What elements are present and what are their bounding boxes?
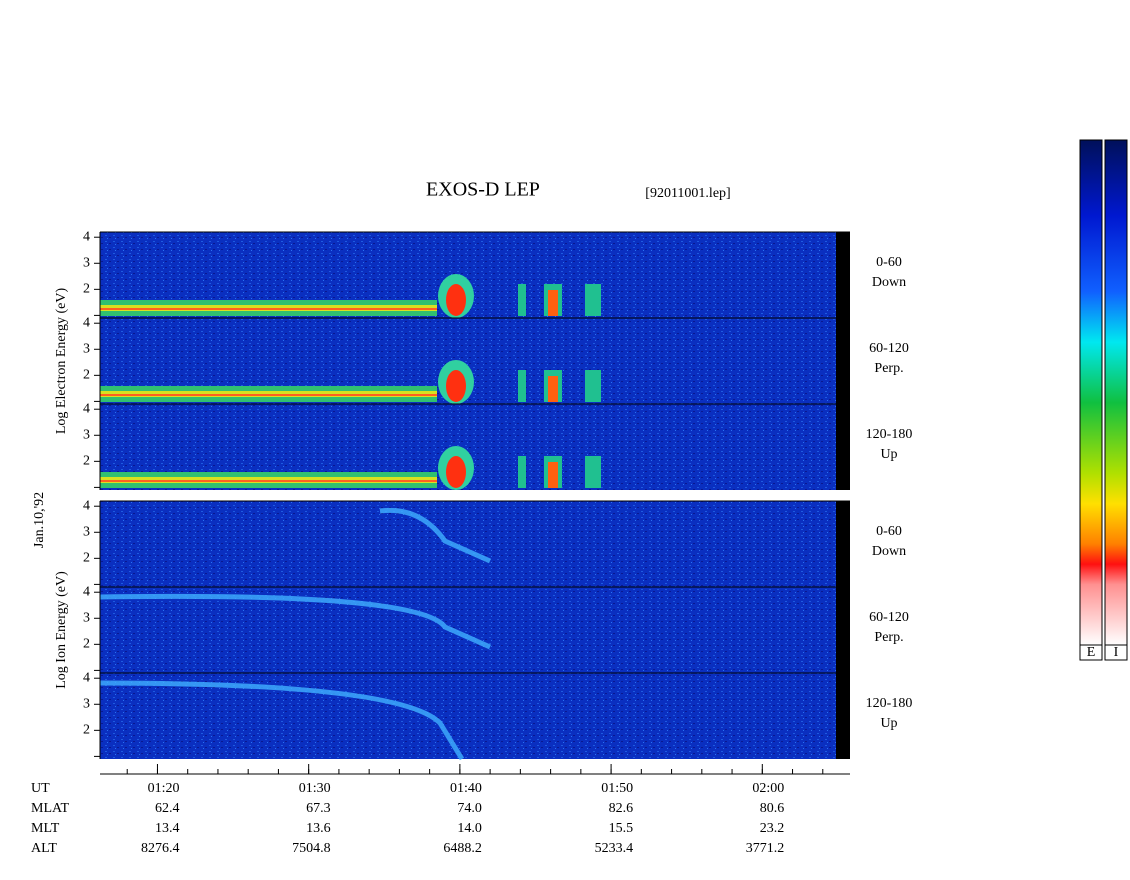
x-tick-label: 02:00 [752, 781, 784, 796]
spectrogram-burst [595, 370, 601, 402]
colorbar-label: I [1114, 645, 1119, 660]
ephemeris-value: 6488.2 [443, 841, 482, 856]
y-tick-label: 3 [83, 341, 90, 356]
panel-direction: Up [880, 716, 897, 731]
spectrogram-burst [548, 462, 558, 488]
colorbar [1079, 139, 1103, 646]
spectrogram-panel [100, 587, 850, 673]
spectrogram-band [100, 308, 437, 310]
y-tick-label: 3 [83, 255, 90, 270]
x-tick-label: 01:40 [450, 781, 482, 796]
spectrogram-panel [100, 501, 850, 587]
file-name: [92011001.lep] [645, 186, 730, 201]
panel-angle: 0-60 [876, 524, 902, 539]
colorbar-label: E [1087, 645, 1096, 660]
ephemeris-value: 8276.4 [141, 841, 180, 856]
ephemeris-value: 82.6 [609, 801, 634, 816]
spectrogram-burst [595, 456, 601, 488]
y-tick-label: 4 [83, 498, 90, 513]
panel-direction: Down [872, 275, 906, 290]
colorbar-label-box [1104, 644, 1128, 661]
no-data-strip [836, 318, 850, 404]
panel-direction: Perp. [874, 361, 903, 376]
ephemeris-value: 7504.8 [292, 841, 331, 856]
spectrogram-burst [585, 370, 595, 402]
spectrogram-burst [518, 370, 526, 402]
spectrogram-feature [379, 507, 492, 564]
ephemeris-value: 13.4 [155, 821, 180, 836]
y-tick-label: 2 [83, 282, 90, 297]
ephemeris-label: MLT [31, 821, 60, 836]
y-tick-label: 4 [83, 584, 90, 599]
y-tick-label: 2 [83, 551, 90, 566]
spectrogram-burst [595, 284, 601, 316]
y-tick-label: 2 [83, 723, 90, 738]
ephemeris-value: 15.5 [609, 821, 634, 836]
y-tick-label: 4 [83, 229, 90, 244]
spectrogram-burst [446, 456, 466, 488]
y-tick-label: 3 [83, 524, 90, 539]
y-tick-label: 3 [83, 610, 90, 625]
ephemeris-value: 13.6 [306, 821, 331, 836]
panel-angle: 120-180 [866, 427, 913, 442]
y-tick-label: 2 [83, 454, 90, 469]
ephemeris-value: 23.2 [760, 821, 785, 836]
spectrogram-feature [99, 593, 492, 650]
colorbar [1104, 139, 1128, 646]
spectrogram-burst [518, 284, 526, 316]
ephemeris-value: 14.0 [457, 821, 482, 836]
y-axis-label: Log Electron Energy (eV) [54, 288, 69, 435]
ephemeris-value: 62.4 [155, 801, 180, 816]
panel-direction: Up [880, 447, 897, 462]
spectrogram-band [100, 480, 437, 482]
y-tick-label: 4 [83, 315, 90, 330]
ephemeris-value: 5233.4 [595, 841, 634, 856]
spectrogram-burst [585, 456, 595, 488]
y-tick-label: 3 [83, 696, 90, 711]
no-data-strip [836, 673, 850, 759]
colorbar-label-box [1079, 644, 1103, 661]
spectrogram-feature [99, 680, 465, 761]
y-tick-label: 4 [83, 670, 90, 685]
no-data-strip [836, 232, 850, 318]
chart-title: EXOS-D LEP [426, 179, 540, 201]
panel-angle: 120-180 [866, 696, 913, 711]
y-tick-label: 3 [83, 427, 90, 442]
y-tick-label: 4 [83, 401, 90, 416]
date-label: Jan.10,'92 [32, 492, 47, 548]
panel-direction: Down [872, 544, 906, 559]
ephemeris-value: 74.0 [457, 801, 482, 816]
spectrogram-burst [446, 284, 466, 316]
y-tick-label: 2 [83, 637, 90, 652]
panel-angle: 0-60 [876, 255, 902, 270]
panel-angle: 60-120 [869, 341, 909, 356]
x-tick-label: 01:20 [148, 781, 180, 796]
ephemeris-value: 80.6 [760, 801, 785, 816]
ephemeris-label: MLAT [31, 801, 70, 816]
ephemeris-value: 67.3 [306, 801, 331, 816]
ephemeris-label: ALT [31, 841, 57, 856]
x-tick-label: 01:50 [601, 781, 633, 796]
spectrogram-burst [548, 376, 558, 402]
no-data-strip [836, 587, 850, 673]
y-axis-label: Log Ion Energy (eV) [54, 571, 69, 689]
no-data-strip [836, 501, 850, 587]
spectrogram-band [100, 394, 437, 396]
ephemeris-label: UT [31, 781, 50, 796]
panel-direction: Perp. [874, 630, 903, 645]
x-tick-label: 01:30 [299, 781, 331, 796]
spectrogram-burst [548, 290, 558, 316]
y-tick-label: 2 [83, 368, 90, 383]
spectrogram-burst [518, 456, 526, 488]
spectrogram-burst [585, 284, 595, 316]
panel-angle: 60-120 [869, 610, 909, 625]
spectrogram-burst [446, 370, 466, 402]
ephemeris-value: 3771.2 [746, 841, 785, 856]
no-data-strip [836, 404, 850, 490]
